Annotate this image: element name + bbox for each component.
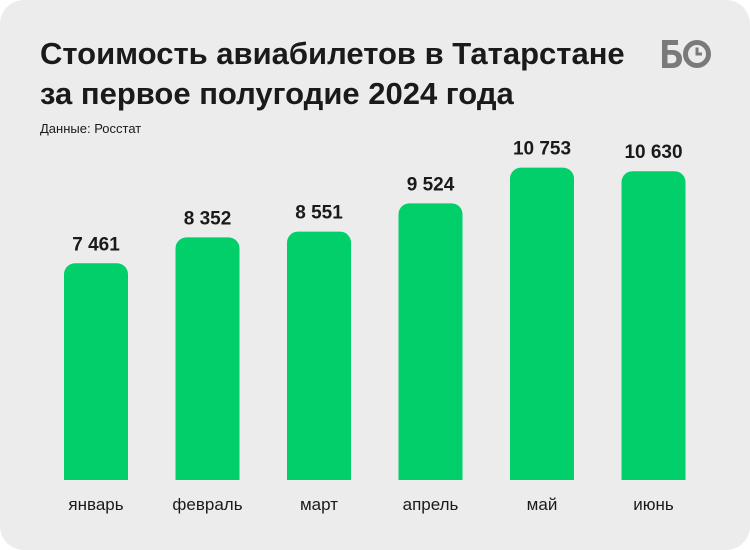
bar-base-mask [620,480,687,493]
bar-value-label: 10 753 [513,139,571,160]
bar-base-mask [509,480,575,493]
chart-title-line-1: Стоимость авиабилетов в Татарстане [40,36,625,71]
category-label: февраль [172,495,242,514]
chart-title-line-2: за первое полугодие 2024 года [40,76,514,111]
category-label: июнь [633,495,674,514]
bar-value-label: 9 524 [407,174,455,195]
bar-январь [64,263,128,491]
data-source: Данные: Росстат [40,121,142,136]
bar-март [287,231,351,491]
bar-value-label: 7 461 [72,234,120,255]
bar-февраль [175,237,240,491]
category-label: март [300,495,338,514]
bar-base-mask [397,480,464,493]
category-label: январь [68,495,123,514]
bar-июнь [621,171,686,492]
bo-logo-icon [662,40,711,68]
bar-value-label: 8 352 [184,208,232,229]
category-label: апрель [403,495,459,514]
bar-base-mask [286,480,352,493]
category-label: май [527,495,558,514]
bar-base-mask [174,480,241,493]
bar-value-label: 8 551 [295,203,343,224]
bar-апрель [398,203,463,491]
bar-май [510,167,574,491]
bar-value-label: 10 630 [624,142,682,163]
chart-title: Стоимость авиабилетов в Татарстане за пе… [40,34,640,114]
bar-base-mask [63,480,129,493]
